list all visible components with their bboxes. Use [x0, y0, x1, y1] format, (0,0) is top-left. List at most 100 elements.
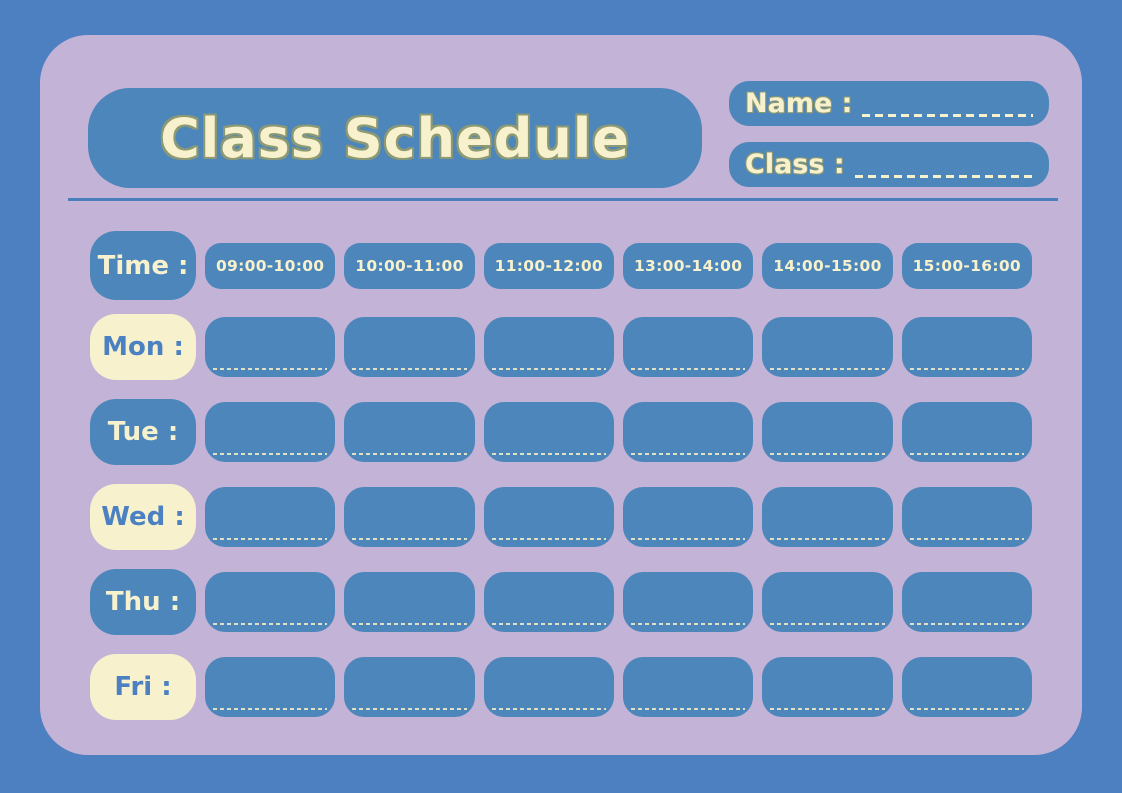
- write-line: [630, 708, 746, 710]
- time-slot-6: 15:00-16:00: [901, 242, 1032, 289]
- schedule-cell-mon-4[interactable]: [622, 317, 754, 377]
- write-line: [491, 708, 606, 710]
- name-write-line[interactable]: [862, 114, 1033, 117]
- row-wed: Wed :: [90, 484, 1032, 550]
- write-line: [491, 453, 606, 455]
- write-line: [630, 538, 746, 540]
- time-slot-2: 10:00-11:00: [344, 242, 475, 289]
- write-line: [909, 708, 1024, 710]
- time-label-text: Time :: [97, 250, 189, 281]
- time-label: Time :: [90, 231, 196, 300]
- write-line: [770, 453, 885, 455]
- day-label-text: Mon :: [102, 332, 184, 362]
- schedule-cell-wed-2[interactable]: [344, 487, 475, 547]
- schedule-cell-thu-3[interactable]: [483, 572, 614, 632]
- schedule-cell-mon-6[interactable]: [901, 317, 1032, 377]
- time-slot-text: 13:00-14:00: [633, 256, 743, 275]
- class-write-line[interactable]: [854, 175, 1033, 178]
- write-line: [770, 708, 885, 710]
- schedule-cell-fri-2[interactable]: [344, 657, 475, 717]
- class-label: Class :: [745, 149, 845, 180]
- row-tue: Tue :: [90, 399, 1032, 465]
- schedule-cell-fri-5[interactable]: [762, 657, 893, 717]
- write-line: [909, 538, 1024, 540]
- row-fri: Fri :: [90, 654, 1032, 720]
- name-label: Name :: [745, 88, 853, 119]
- time-slot-text: 09:00-10:00: [215, 256, 325, 275]
- write-line: [909, 368, 1024, 370]
- schedule-cell-mon-2[interactable]: [344, 317, 475, 377]
- schedule-cell-tue-3[interactable]: [483, 402, 614, 462]
- row-mon: Mon :: [90, 314, 1032, 380]
- time-header-row: Time : 09:00-10:00 10:00-11:00 11:00-12:…: [90, 231, 1032, 300]
- schedule-cell-tue-5[interactable]: [762, 402, 893, 462]
- write-line: [630, 453, 746, 455]
- write-line: [770, 538, 885, 540]
- write-line: [630, 623, 746, 625]
- write-line: [491, 623, 606, 625]
- schedule-cell-mon-3[interactable]: [483, 317, 614, 377]
- write-line: [491, 538, 606, 540]
- page-title: Class Schedule: [160, 106, 630, 170]
- schedule-cell-fri-6[interactable]: [901, 657, 1032, 717]
- write-line: [213, 368, 328, 370]
- schedule-cell-tue-1[interactable]: [205, 402, 336, 462]
- day-label-thu: Thu :: [90, 569, 196, 635]
- time-slot-text: 14:00-15:00: [773, 256, 882, 275]
- write-line: [352, 453, 467, 455]
- day-label-text: Tue :: [107, 417, 179, 447]
- schedule-cell-wed-4[interactable]: [622, 487, 754, 547]
- time-slot-3: 11:00-12:00: [483, 242, 614, 289]
- schedule-cell-thu-4[interactable]: [622, 572, 754, 632]
- day-label-fri: Fri :: [90, 654, 196, 720]
- write-line: [213, 623, 328, 625]
- schedule-cell-wed-3[interactable]: [483, 487, 614, 547]
- schedule-cell-fri-4[interactable]: [622, 657, 754, 717]
- title-box: Class Schedule: [88, 88, 702, 188]
- name-field: Name :: [729, 81, 1049, 126]
- day-label-text: Wed :: [101, 502, 185, 532]
- day-label-wed: Wed :: [90, 484, 196, 550]
- schedule-cell-mon-1[interactable]: [205, 317, 336, 377]
- schedule-cell-thu-5[interactable]: [762, 572, 893, 632]
- schedule-cell-mon-5[interactable]: [762, 317, 893, 377]
- time-slot-4: 13:00-14:00: [622, 242, 754, 289]
- write-line: [352, 538, 467, 540]
- schedule-cell-fri-1[interactable]: [205, 657, 336, 717]
- row-thu: Thu :: [90, 569, 1032, 635]
- write-line: [770, 623, 885, 625]
- time-slot-5: 14:00-15:00: [762, 242, 893, 289]
- schedule-cell-tue-6[interactable]: [901, 402, 1032, 462]
- class-field: Class :: [729, 142, 1049, 187]
- write-line: [909, 453, 1024, 455]
- schedule-grid: Time : 09:00-10:00 10:00-11:00 11:00-12:…: [90, 231, 1032, 720]
- schedule-card: Class Schedule Name : Class : Time : 09:…: [40, 35, 1082, 755]
- day-label-mon: Mon :: [90, 314, 196, 380]
- schedule-cell-tue-2[interactable]: [344, 402, 475, 462]
- schedule-cell-thu-6[interactable]: [901, 572, 1032, 632]
- schedule-cell-fri-3[interactable]: [483, 657, 614, 717]
- time-slot-text: 11:00-12:00: [494, 256, 604, 275]
- schedule-cell-tue-4[interactable]: [622, 402, 754, 462]
- schedule-cell-wed-1[interactable]: [205, 487, 336, 547]
- write-line: [213, 708, 328, 710]
- write-line: [352, 368, 467, 370]
- write-line: [352, 708, 467, 710]
- time-slot-text: 10:00-11:00: [355, 256, 464, 275]
- day-label-text: Thu :: [105, 587, 181, 617]
- header-divider: [68, 198, 1058, 201]
- write-line: [630, 368, 746, 370]
- day-label-text: Fri :: [114, 672, 172, 702]
- write-line: [352, 623, 467, 625]
- schedule-cell-wed-5[interactable]: [762, 487, 893, 547]
- schedule-cell-thu-1[interactable]: [205, 572, 336, 632]
- write-line: [770, 368, 885, 370]
- schedule-cell-wed-6[interactable]: [901, 487, 1032, 547]
- day-label-tue: Tue :: [90, 399, 196, 465]
- time-slot-1: 09:00-10:00: [205, 242, 336, 289]
- time-slot-text: 15:00-16:00: [912, 256, 1022, 275]
- schedule-cell-thu-2[interactable]: [344, 572, 475, 632]
- write-line: [909, 623, 1024, 625]
- write-line: [213, 453, 328, 455]
- write-line: [491, 368, 606, 370]
